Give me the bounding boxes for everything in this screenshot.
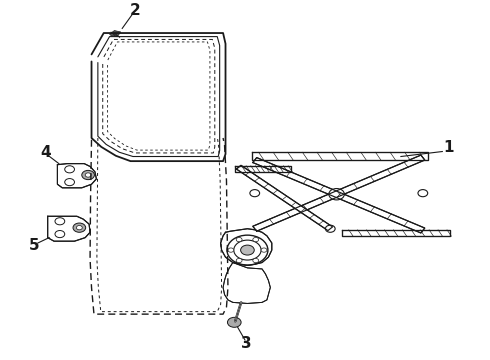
Circle shape [227, 317, 241, 327]
Text: 5: 5 [29, 238, 40, 253]
Circle shape [250, 190, 260, 197]
Polygon shape [343, 230, 450, 236]
Polygon shape [252, 152, 428, 160]
Circle shape [55, 218, 65, 225]
Circle shape [76, 225, 82, 230]
Circle shape [65, 166, 74, 173]
Circle shape [236, 258, 242, 263]
Circle shape [234, 240, 261, 260]
Circle shape [65, 179, 74, 186]
Text: 2: 2 [130, 3, 141, 18]
Text: 1: 1 [443, 140, 454, 156]
Circle shape [325, 225, 335, 232]
Polygon shape [220, 229, 272, 265]
Polygon shape [223, 262, 270, 303]
Circle shape [329, 189, 344, 200]
Text: 3: 3 [241, 336, 251, 351]
Polygon shape [236, 165, 333, 230]
Circle shape [418, 190, 428, 197]
Polygon shape [110, 31, 121, 37]
Circle shape [236, 238, 242, 242]
Circle shape [55, 230, 65, 238]
Circle shape [85, 173, 91, 177]
Text: 4: 4 [40, 145, 50, 160]
Polygon shape [253, 155, 425, 231]
Polygon shape [235, 166, 291, 172]
Circle shape [228, 248, 234, 252]
Circle shape [73, 223, 86, 232]
Circle shape [253, 258, 259, 263]
Circle shape [82, 170, 95, 180]
Circle shape [241, 245, 254, 255]
Circle shape [261, 248, 267, 252]
Polygon shape [48, 216, 90, 241]
Polygon shape [253, 158, 425, 233]
Circle shape [253, 238, 259, 242]
Polygon shape [57, 164, 97, 188]
Circle shape [227, 235, 268, 265]
